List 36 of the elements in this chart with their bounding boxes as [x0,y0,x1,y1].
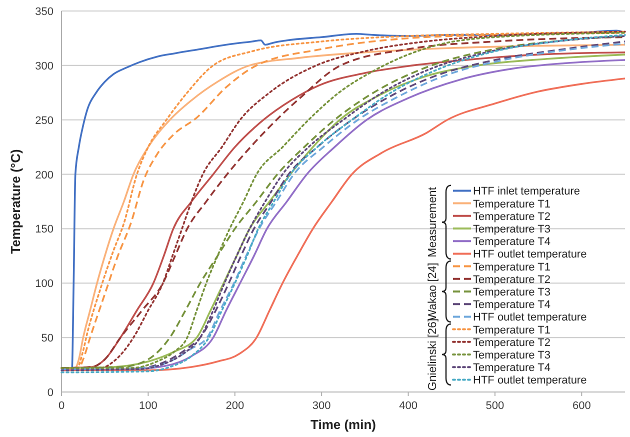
legend-label: Temperature T2 [473,210,550,223]
y-tick-label: 50 [41,332,54,345]
x-tick-label: 600 [572,400,591,412]
y-tick-label: 350 [35,6,54,18]
x-tick-label: 0 [58,400,65,412]
annotation: Measurement [427,186,439,258]
y-tick-label: 250 [35,114,54,127]
legend-label: Temperature T4 [473,299,550,312]
y-axis-title: Temperature (°C) [8,149,23,254]
legend-label: Temperature T4 [473,362,550,374]
legend-label: Temperature T3 [473,224,550,236]
legend-label: HTF inlet temperature [473,186,580,198]
x-tick-label: 200 [226,400,244,412]
x-tick-label: 400 [399,400,418,412]
legend-label: HTF outlet temperature [473,312,587,324]
legend-label: Temperature T1 [473,324,550,336]
x-tick-label: 300 [312,400,331,412]
y-tick-label: 300 [35,60,54,72]
y-tick-label: 200 [35,169,54,182]
x-tick-label: 500 [486,400,504,412]
y-tick-label: 0 [47,387,54,399]
legend-label: Temperature T2 [473,336,550,349]
legend-label: Temperature T1 [473,261,550,274]
legend-label: Temperature T2 [473,274,550,286]
legend-label: Temperature T3 [473,350,550,362]
legend-label: HTF outlet temperature [473,374,587,387]
legend-label: Temperature T4 [473,236,550,248]
x-tick-label: 100 [139,400,158,412]
legend-label: Temperature T1 [473,198,550,210]
y-tick-label: 100 [35,278,54,290]
x-axis-title: Time (min) [310,417,376,432]
annotation: Gnielinski [26] [427,318,439,391]
y-tick-label: 150 [35,224,54,236]
legend-label: Temperature T3 [473,286,550,298]
annotation: Wakao [24] [427,262,439,320]
legend-label: HTF outlet temperature [473,248,587,261]
